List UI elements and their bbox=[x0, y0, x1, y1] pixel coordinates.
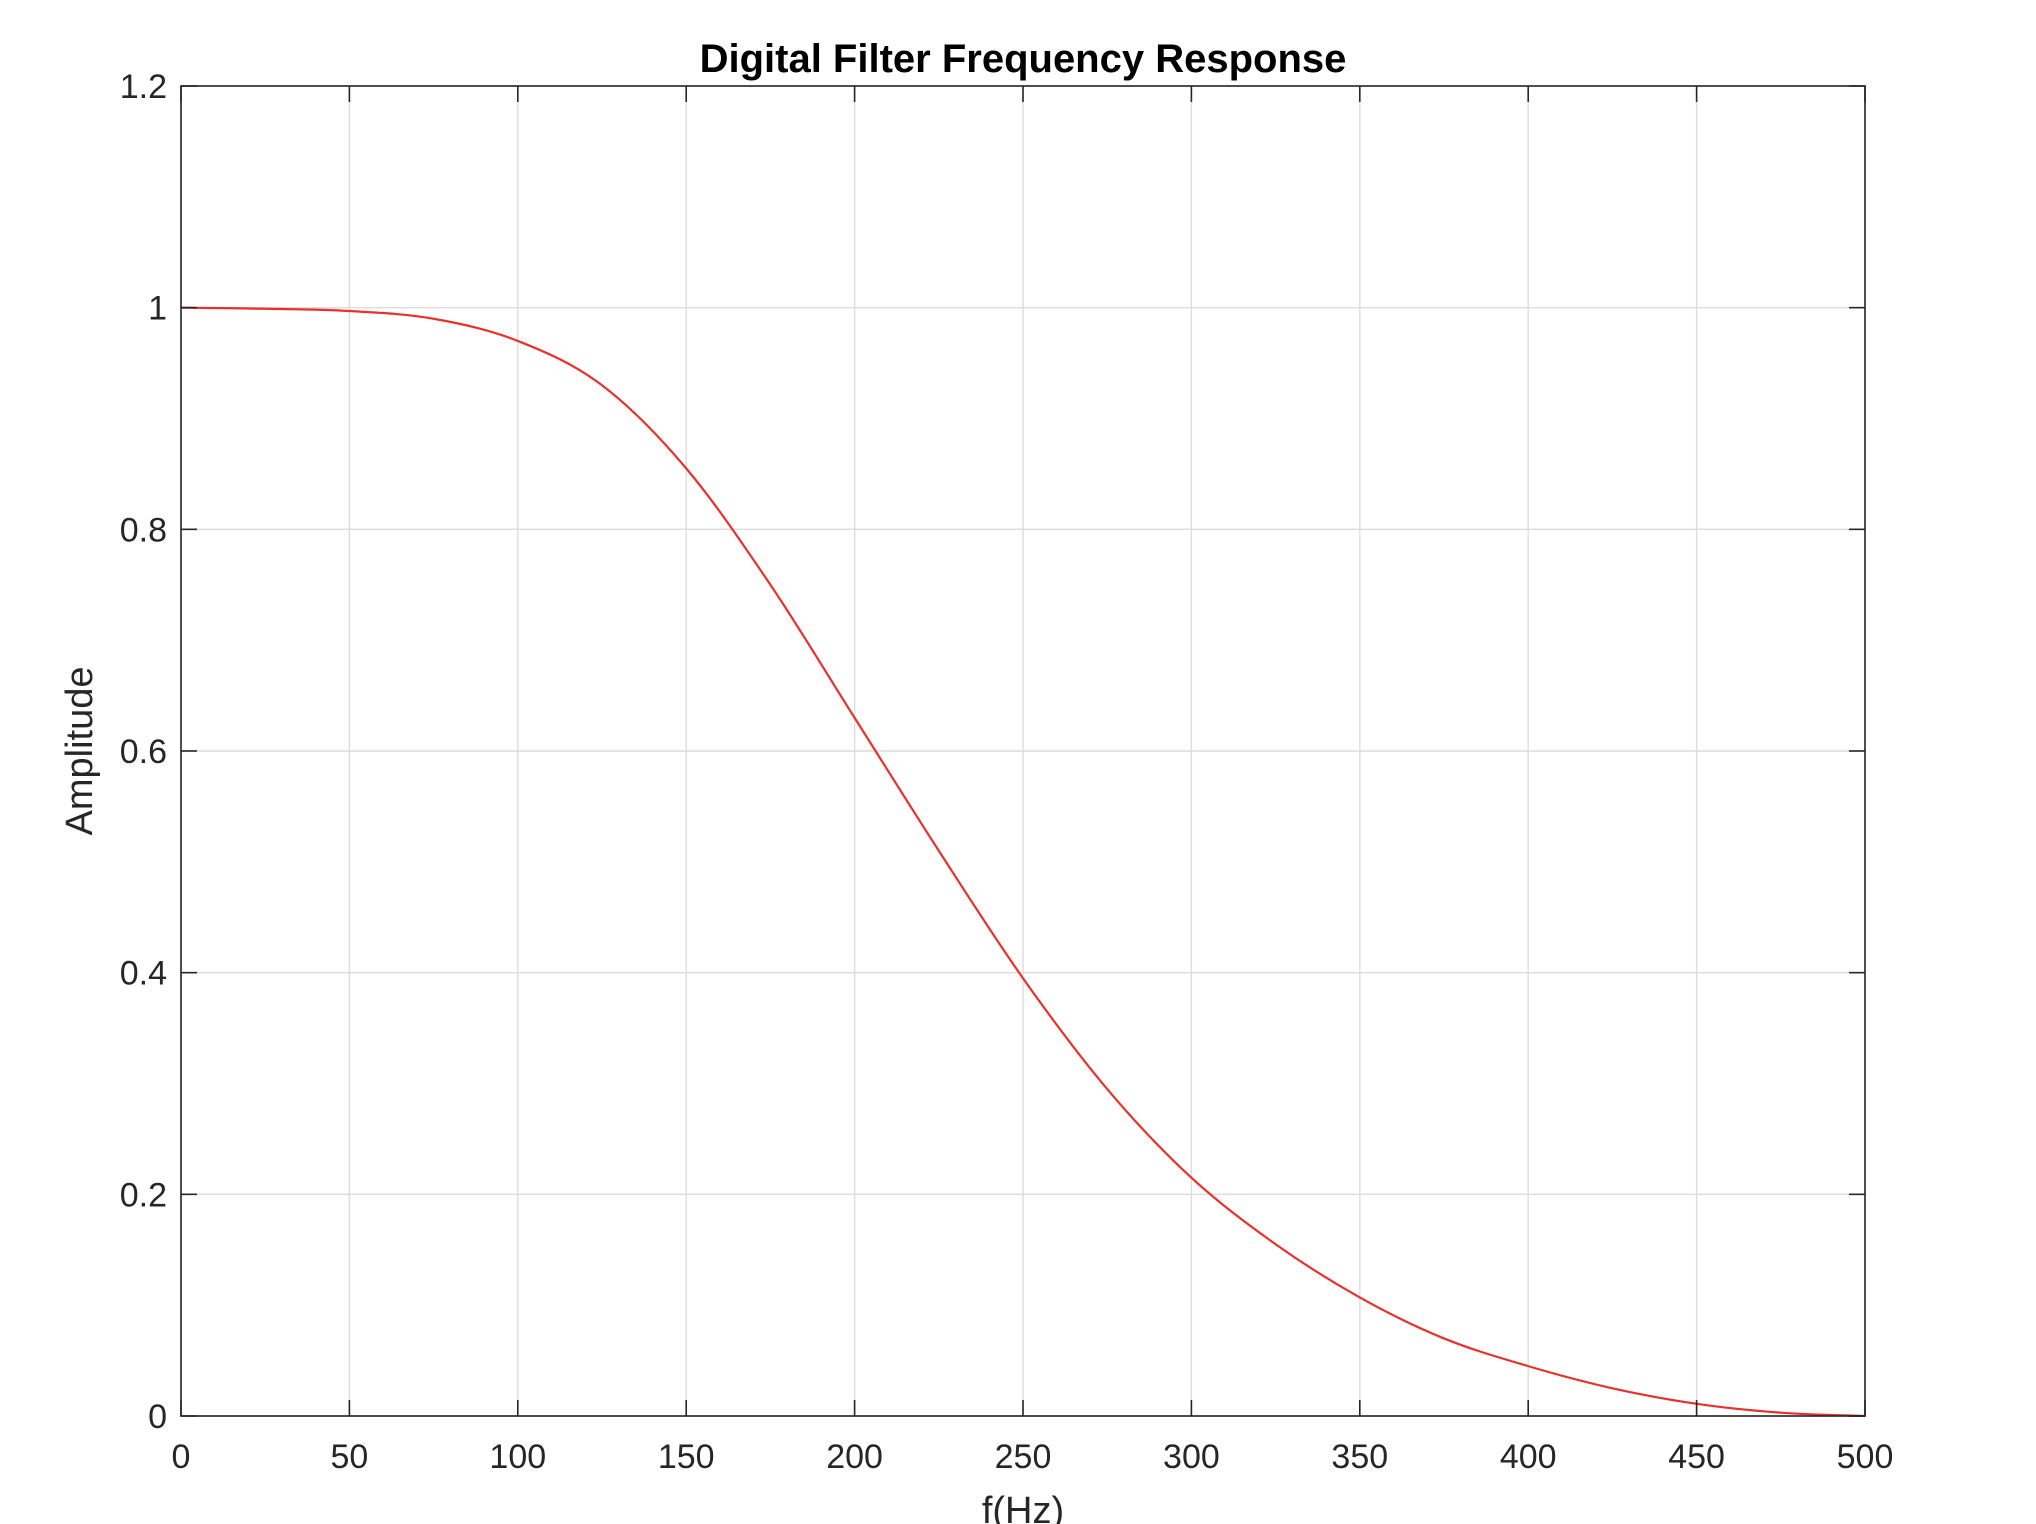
x-tick-label: 450 bbox=[1668, 1438, 1725, 1476]
y-tick-label: 0.2 bbox=[120, 1176, 167, 1214]
x-tick-label: 150 bbox=[658, 1438, 715, 1476]
y-axis-label: Amplitude bbox=[59, 667, 101, 836]
y-tick-label: 1.2 bbox=[120, 68, 167, 106]
x-tick-labels: 0 50 100 150 200 250 300 350 400 450 500 bbox=[172, 1438, 1894, 1476]
series-layer bbox=[180, 306, 1866, 1418]
x-tick-label: 500 bbox=[1837, 1438, 1894, 1476]
x-tick-label: 50 bbox=[330, 1438, 368, 1476]
x-tick-label: 0 bbox=[172, 1438, 191, 1476]
tick-marks bbox=[180, 85, 1866, 1417]
y-tick-label: 0 bbox=[148, 1398, 167, 1436]
y-tick-labels: 0 0.2 0.4 0.6 0.8 1 1.2 bbox=[120, 68, 167, 1436]
x-tick-label: 200 bbox=[826, 1438, 883, 1476]
x-tick-label: 100 bbox=[489, 1438, 546, 1476]
response-curve bbox=[180, 306, 1866, 1418]
y-tick-label: 0.4 bbox=[120, 955, 167, 993]
x-tick-label: 300 bbox=[1163, 1438, 1220, 1476]
x-tick-label: 350 bbox=[1331, 1438, 1388, 1476]
x-tick-label: 250 bbox=[995, 1438, 1052, 1476]
x-tick-label: 400 bbox=[1500, 1438, 1557, 1476]
y-tick-label: 0.8 bbox=[120, 511, 167, 549]
y-tick-label: 1 bbox=[148, 290, 167, 328]
x-axis-label: f(Hz) bbox=[982, 1490, 1064, 1524]
y-tick-label: 0.6 bbox=[120, 733, 167, 771]
chart-title: Digital Filter Frequency Response bbox=[700, 37, 1347, 81]
